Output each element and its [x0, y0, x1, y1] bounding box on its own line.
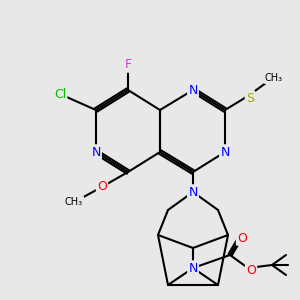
Text: N: N: [220, 146, 230, 158]
Text: O: O: [237, 232, 247, 244]
Text: N: N: [188, 185, 198, 199]
Text: F: F: [124, 58, 132, 71]
Text: N: N: [91, 146, 101, 158]
Text: N: N: [188, 262, 198, 275]
Text: S: S: [246, 92, 254, 104]
Text: CH₃: CH₃: [65, 197, 83, 207]
Text: CH₃: CH₃: [265, 73, 283, 83]
Text: N: N: [188, 83, 198, 97]
Text: O: O: [97, 179, 107, 193]
Text: O: O: [246, 263, 256, 277]
Text: Cl: Cl: [54, 88, 66, 101]
